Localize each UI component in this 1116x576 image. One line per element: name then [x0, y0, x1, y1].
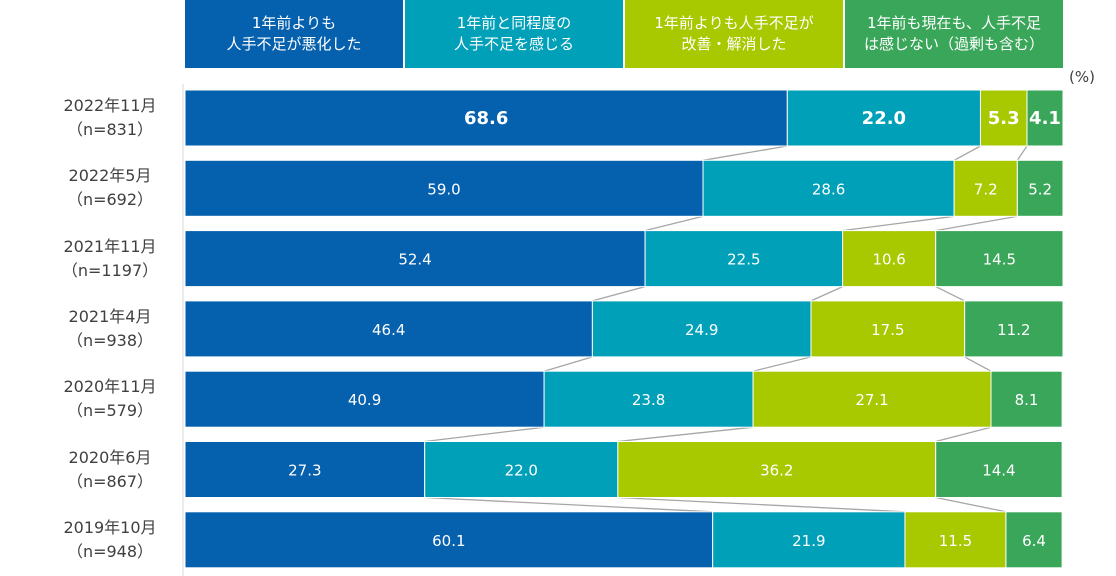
- data-label: 8.1: [1015, 391, 1039, 409]
- data-label: 24.9: [685, 321, 718, 339]
- bar-segment: [712, 511, 906, 569]
- connector-line: [935, 215, 1018, 232]
- bar-segment: [935, 441, 1063, 498]
- sample-size-label: （n=579）: [66, 401, 154, 421]
- bar-segment: [979, 89, 1028, 147]
- connector-line: [702, 145, 788, 161]
- category-label: 2020年6月 （n=867）: [40, 446, 180, 494]
- data-label: 5.3: [988, 108, 1020, 129]
- data-label: 60.1: [432, 532, 465, 550]
- connector-line: [842, 215, 955, 232]
- connector-line: [424, 496, 713, 513]
- bar-segment: [184, 300, 593, 358]
- data-label: 11.5: [939, 532, 972, 550]
- connector-line: [617, 496, 905, 513]
- category-label: 2022年11月 （n=831）: [40, 94, 180, 142]
- category-label: 2020年11月 （n=579）: [40, 375, 180, 423]
- bar-segment: [184, 370, 545, 428]
- sample-size-label: （n=948）: [66, 541, 154, 561]
- bar-segment: [617, 441, 937, 498]
- legend-item: 1年前よりも人手不足が 改善・解消した: [625, 0, 843, 68]
- data-label: 68.6: [464, 108, 508, 129]
- data-label: 27.3: [288, 462, 321, 480]
- bar-segment: [990, 370, 1063, 428]
- connector-line: [617, 426, 754, 443]
- connector-line: [953, 145, 981, 161]
- bar-segment: [953, 159, 1018, 217]
- bar-segment: [702, 159, 955, 217]
- sample-size-label: （n=1197）: [61, 260, 159, 280]
- bar-segment: [752, 370, 992, 428]
- bar-segment: [543, 370, 754, 428]
- data-label: 14.4: [982, 462, 1015, 480]
- bar-segment: [810, 300, 966, 358]
- bar-segment: [935, 230, 1064, 288]
- category-label: 2021年4月 （n=938）: [40, 305, 180, 353]
- bar-segment: [1016, 159, 1064, 217]
- period-label: 2020年11月: [63, 377, 157, 397]
- legend-item: 1年前と同程度の 人手不足を感じる: [405, 0, 623, 68]
- data-label: 6.4: [1022, 532, 1046, 550]
- connector-line: [964, 356, 992, 372]
- sample-size-label: （n=938）: [66, 330, 154, 350]
- connector-line: [810, 286, 843, 302]
- sample-size-label: （n=692）: [66, 190, 154, 210]
- data-label: 10.6: [872, 251, 905, 269]
- sample-size-label: （n=867）: [66, 471, 154, 491]
- period-label: 2021年4月: [68, 306, 152, 326]
- bar-segment: [184, 159, 704, 217]
- data-label: 22.0: [505, 462, 538, 480]
- data-label: 36.2: [760, 462, 793, 480]
- bar-segment: [591, 300, 812, 358]
- connector-line: [752, 356, 812, 372]
- bar-segment: [786, 89, 981, 147]
- period-label: 2022年11月: [63, 96, 157, 115]
- sample-size-label: （n=831）: [66, 120, 154, 139]
- connector-line: [935, 286, 965, 302]
- data-label: 22.0: [862, 108, 906, 129]
- bar-segment: [904, 511, 1007, 569]
- bar-segment: [184, 511, 714, 569]
- bar-segment: [842, 230, 937, 288]
- bar-segment: [184, 230, 646, 288]
- unit-label: (%): [1069, 68, 1095, 86]
- period-label: 2020年6月: [68, 447, 152, 467]
- category-label: 2022年5月 （n=692）: [40, 164, 180, 212]
- connector-line: [1016, 145, 1028, 161]
- period-label: 2022年5月: [68, 166, 152, 186]
- data-label: 46.4: [372, 321, 405, 339]
- connector-line: [935, 426, 992, 443]
- period-label: 2019年10月: [63, 517, 157, 537]
- data-label: 11.2: [997, 321, 1030, 339]
- data-label: 21.9: [792, 532, 825, 550]
- legend-item: 1年前も現在も、人手不足 は感じない（過剰も含む）: [845, 0, 1063, 68]
- category-label: 2019年10月 （n=948）: [40, 516, 180, 564]
- legend-item: 1年前よりも 人手不足が悪化した: [185, 0, 403, 68]
- data-label: 17.5: [871, 321, 904, 339]
- category-label: 2021年11月 （n=1197）: [40, 235, 180, 283]
- data-label: 22.5: [727, 251, 760, 269]
- bar-segment: [1005, 511, 1063, 569]
- bar-segment: [1026, 89, 1064, 147]
- bar-segment: [184, 89, 788, 147]
- bar-segment: [644, 230, 844, 288]
- data-label: 28.6: [812, 180, 845, 198]
- connector-line: [543, 356, 593, 372]
- connector-line: [424, 426, 545, 443]
- data-label: 59.0: [427, 180, 460, 198]
- data-label: 14.5: [983, 251, 1016, 269]
- data-label: 27.1: [855, 391, 888, 409]
- data-label: 4.1: [1029, 108, 1061, 129]
- connector-line: [592, 285, 646, 302]
- period-label: 2021年11月: [63, 236, 157, 256]
- data-label: 7.2: [974, 180, 998, 198]
- data-label: 5.2: [1028, 180, 1052, 198]
- data-label: 40.9: [348, 391, 381, 409]
- connector-line: [935, 496, 1007, 513]
- bar-segment: [964, 300, 1064, 358]
- data-label: 23.8: [632, 391, 665, 409]
- data-label: 52.4: [398, 251, 431, 269]
- connector-line: [644, 215, 704, 232]
